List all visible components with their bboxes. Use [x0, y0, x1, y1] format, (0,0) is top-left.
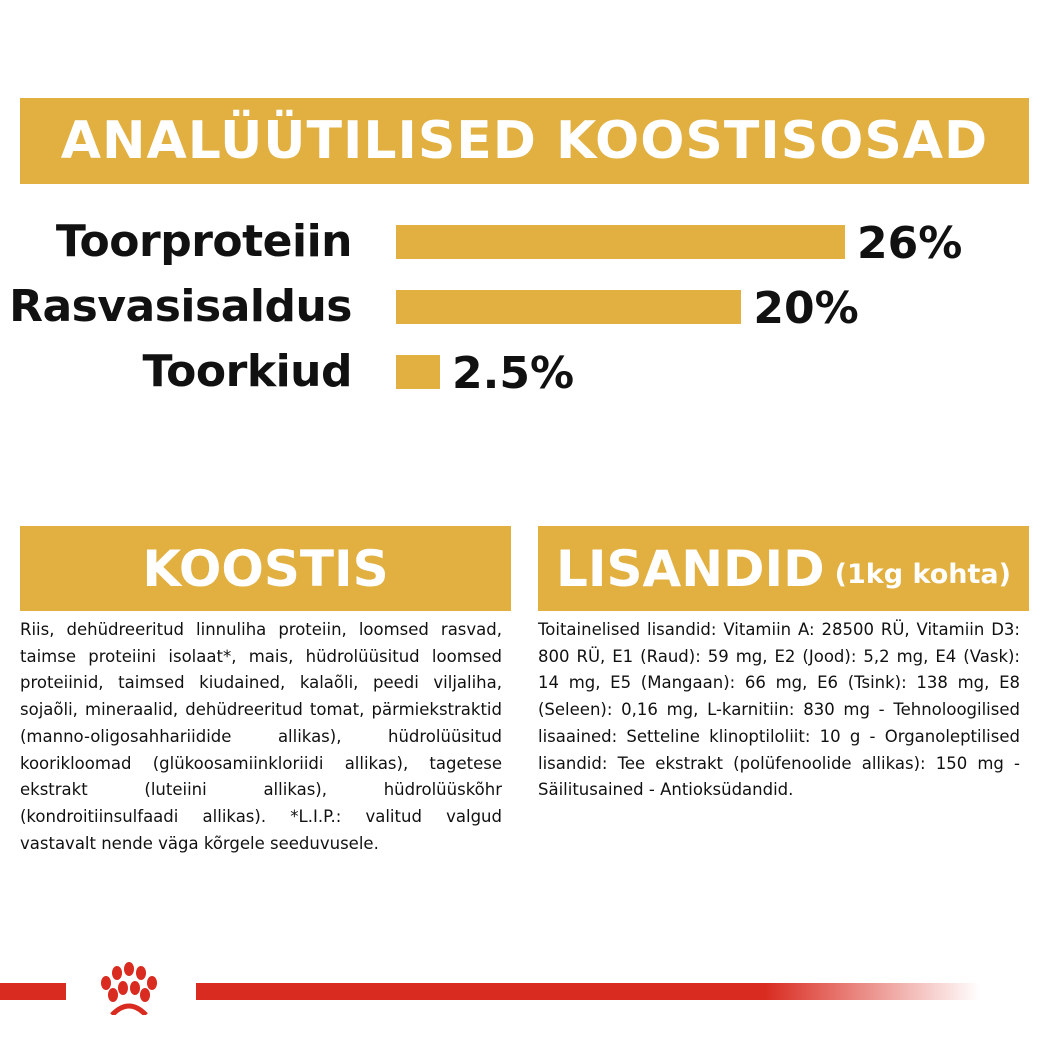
brand-stripe — [0, 983, 980, 1000]
additives-subtitle: (1kg kohta) — [834, 559, 1011, 590]
nutrient-value: 20% — [753, 283, 859, 334]
header-title: ANALÜÜTILISED KOOSTISOSAD — [60, 111, 989, 171]
nutrient-label: Rasvasisaldus — [9, 281, 352, 332]
additives-banner: LISANDID (1kg kohta) — [538, 526, 1029, 611]
additives-text: Toitainelised lisandid: Vitamiin A: 2850… — [538, 620, 1020, 800]
additives-title: LISANDID — [556, 539, 825, 598]
composition-banner: KOOSTIS — [20, 526, 511, 611]
nutrient-label: Toorkiud — [142, 346, 353, 397]
nutrient-bar — [396, 225, 845, 259]
royal-canin-crown-logo-icon — [66, 955, 196, 1017]
header-banner: ANALÜÜTILISED KOOSTISOSAD — [20, 98, 1029, 184]
nutrient-label: Toorproteiin — [55, 216, 353, 267]
nutrient-bar — [396, 290, 742, 324]
nutrient-value: 26% — [857, 218, 963, 269]
nutrient-value: 2.5% — [452, 348, 575, 399]
composition-text: Riis, dehüdreeritud linnuliha proteiin, … — [20, 620, 502, 853]
composition-title: KOOSTIS — [142, 539, 389, 598]
nutrient-bar — [396, 355, 440, 389]
